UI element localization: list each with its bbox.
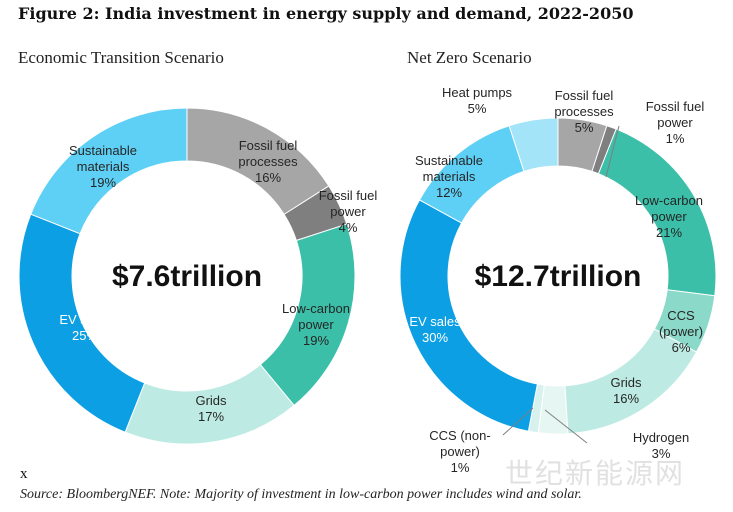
leader-line (502, 407, 534, 436)
slice-label: CCS (non-power) 1% (429, 428, 490, 475)
slice-label: Hydrogen 3% (633, 430, 689, 461)
donut-slice (30, 107, 188, 235)
source-note: Source: BloombergNEF. Note: Majority of … (20, 487, 582, 502)
slice-label: Low-carbon power 19% (282, 301, 350, 348)
total-investment-label: $7.6trillion (112, 260, 262, 293)
slice-label: Fossil fuel power 4% (319, 188, 378, 235)
slice-label: Grids 16% (610, 375, 642, 406)
leader-line (544, 409, 588, 444)
slice-label: CCS (power) 6% (659, 308, 703, 355)
slice-label: Sustainable materials 19% (69, 143, 137, 190)
donut-slice (399, 199, 538, 432)
slice-label: EV sales 25% (59, 312, 111, 343)
slice-label: Fossil fuel processes 16% (238, 138, 298, 185)
total-investment-label: $12.7trillion (475, 260, 642, 293)
slice-label: Low-carbon power 21% (635, 193, 703, 240)
donut-slice (508, 117, 559, 173)
slice-label: Grids 17% (195, 393, 227, 424)
leader-line (605, 125, 620, 178)
slice-label: Fossil fuel processes 5% (554, 88, 614, 135)
footnote-mark: x (20, 466, 28, 482)
slice-label: EV sales 30% (409, 314, 461, 345)
watermark: 世纪新能源网 (505, 457, 686, 490)
figure-title: Figure 2: India investment in energy sup… (18, 4, 634, 23)
chart-title-economic-transition: Economic Transition Scenario (18, 48, 224, 67)
slice-label: Sustainable materials 12% (415, 153, 483, 200)
chart-title-net-zero: Net Zero Scenario (407, 48, 532, 67)
slice-label: Heat pumps 5% (442, 85, 513, 116)
slice-label: Fossil fuel power 1% (646, 99, 705, 146)
